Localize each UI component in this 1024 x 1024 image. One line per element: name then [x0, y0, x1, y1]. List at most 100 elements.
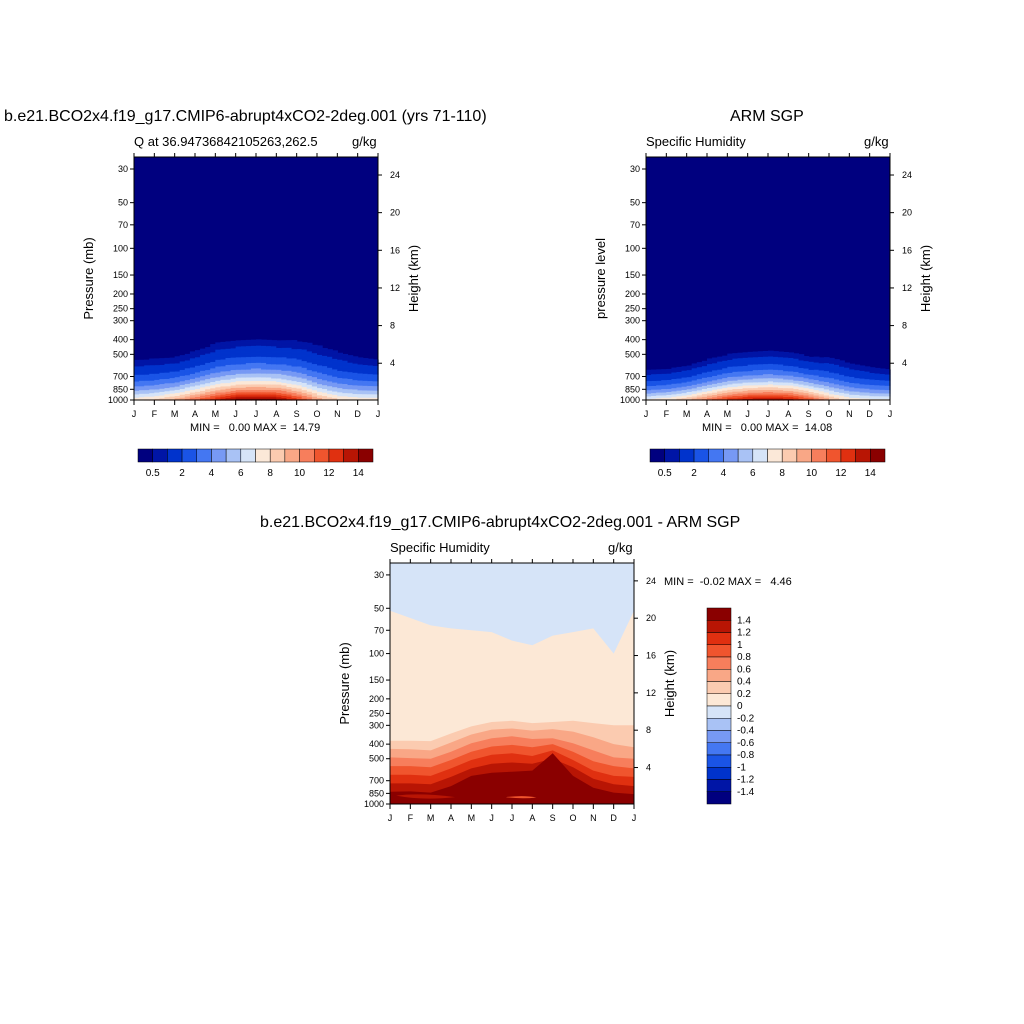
panel1-cell: [235, 382, 242, 385]
panel2-cell: [661, 376, 667, 378]
panel2-cell: [788, 394, 795, 396]
panel2-cell: [727, 384, 734, 386]
panel2-cell: [696, 380, 703, 382]
panel1-cell: [205, 352, 211, 355]
panel1-cell: [332, 394, 338, 397]
panel2-cell: [752, 382, 759, 384]
panel1-cell: [367, 369, 374, 371]
panel1-cell: [179, 392, 186, 394]
panel1-cell: [195, 386, 201, 389]
panel2-cell: [803, 383, 810, 385]
panel1-cell: [362, 378, 369, 380]
panel2-cell: [707, 370, 713, 373]
panel1-cell: [245, 357, 252, 359]
panel1-cell: [164, 369, 171, 371]
panel2-cell: [747, 372, 754, 374]
panel2-cell: [808, 374, 815, 376]
panel2-cell: [646, 370, 652, 372]
panel1-cell: [184, 362, 191, 365]
panel2-cell: [691, 369, 698, 371]
panel2-cell: [823, 363, 830, 365]
panel2-cell: [742, 378, 749, 381]
panel1-cell: [189, 357, 196, 359]
panel2-cell: [696, 374, 703, 376]
panel2-cell: [727, 394, 734, 396]
panel1-cell: [139, 384, 145, 387]
panel1-cell: [200, 367, 206, 370]
panel1-cell: [291, 380, 298, 382]
panel1-cell: [144, 380, 150, 383]
panel2-cell: [742, 372, 749, 374]
panel1-cell: [184, 371, 191, 374]
panel1-cell: [240, 385, 247, 387]
panel2-cell: [656, 378, 662, 380]
panel2-cell: [788, 390, 795, 392]
panel1-cell: [322, 386, 328, 388]
panel1-cell: [286, 384, 293, 386]
panel2-cell: [686, 372, 693, 374]
panel1-cell: [189, 373, 196, 375]
panel1-cell: [352, 363, 359, 366]
panel1-cell: [250, 386, 257, 388]
panel1-cell: [342, 387, 349, 389]
panel1-cell: [195, 394, 201, 396]
panel1-cell: [179, 372, 186, 375]
panel1-cell: [215, 396, 222, 398]
panel1-cell: [205, 396, 211, 399]
panel1-cell: [220, 353, 227, 356]
panel2-cell: [757, 387, 764, 389]
panel2-cell: [707, 388, 713, 390]
panel1-cell: [139, 373, 145, 375]
panel2-cell: [788, 391, 795, 393]
panel2-cell: [813, 377, 820, 379]
panel1-cell: [169, 383, 176, 386]
panel1-cell: [210, 389, 216, 392]
panel1-cell: [154, 390, 161, 392]
panel1-cell: [256, 344, 262, 347]
panel1-cell: [195, 380, 201, 383]
panel2-cell: [778, 362, 784, 365]
panel1-colorbar-label: 14: [353, 468, 365, 479]
panel1-cell: [357, 390, 364, 392]
panel1-cell: [337, 378, 344, 380]
panel2-cell: [813, 390, 820, 392]
panel2-cell: [691, 371, 698, 373]
panel2-cell: [778, 388, 784, 390]
panel1-cell: [296, 367, 303, 370]
panel2-cell: [783, 358, 789, 361]
panel1-cell: [250, 387, 257, 390]
panel2-cell: [762, 395, 769, 397]
panel2-cell: [722, 356, 728, 359]
panel1-cell: [210, 382, 216, 384]
panel1-cell: [332, 356, 338, 359]
panel1-cell: [159, 386, 166, 389]
panel1-cell: [347, 375, 354, 378]
panel1-cell: [276, 347, 283, 350]
panel1-cell: [200, 384, 206, 386]
panel1-cell: [322, 360, 328, 363]
panel2-cell: [712, 360, 718, 363]
panel1-cell: [271, 347, 277, 350]
panel1-cell: [322, 397, 328, 399]
panel1-cell: [230, 351, 237, 354]
panel1-cell: [205, 394, 211, 397]
panel2-cell: [778, 357, 784, 359]
panel1-cell: [250, 391, 257, 393]
panel2-cell: [762, 377, 769, 379]
panel1-cell: [210, 376, 216, 378]
panel1-cell: [144, 386, 150, 388]
panel1-cell: [200, 369, 206, 372]
panel2-cell: [681, 377, 688, 379]
panel1-cell: [235, 374, 242, 377]
panel1-colorbar-label: 10: [294, 468, 306, 479]
panel1-cell: [149, 372, 155, 374]
panel1-cell: [301, 391, 308, 393]
panel2-cell: [752, 376, 759, 379]
panel1-cell: [362, 387, 369, 389]
panel1-cell: [169, 384, 176, 386]
panel2-cell: [737, 394, 744, 396]
panel2-cell: [788, 362, 795, 364]
panel2-cell: [717, 381, 723, 383]
panel1-cell: [139, 388, 145, 391]
panel1-cell: [322, 353, 328, 356]
